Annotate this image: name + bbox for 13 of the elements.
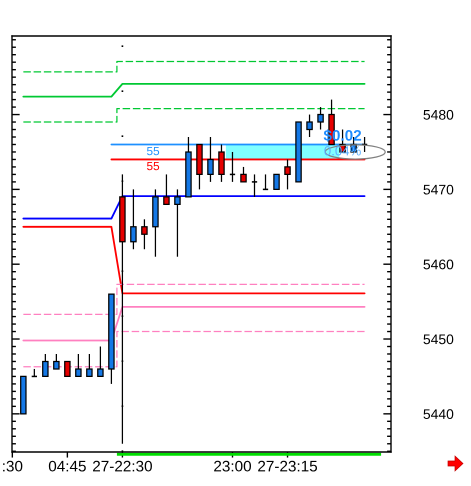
y-tick-label: 5450 (424, 334, 454, 344)
y-tick-label: 5440 (424, 409, 454, 420)
annotation: 0.04% (324, 146, 361, 156)
x-tick-label: 27-22:30 (93, 460, 152, 472)
x-tick-label: :30 (3, 460, 22, 472)
x-tick-label: 04:45 (48, 460, 86, 472)
series-label: 55 (146, 147, 160, 156)
y-tick-label: 5480 (424, 110, 454, 120)
y-tick-label: 5460 (424, 260, 454, 270)
x-tick-label: 27-23:15 (258, 460, 318, 472)
x-tick-label: 23:00 (214, 460, 252, 472)
series-label: 55 (146, 162, 160, 170)
y-tick-label: 5470 (424, 184, 454, 195)
